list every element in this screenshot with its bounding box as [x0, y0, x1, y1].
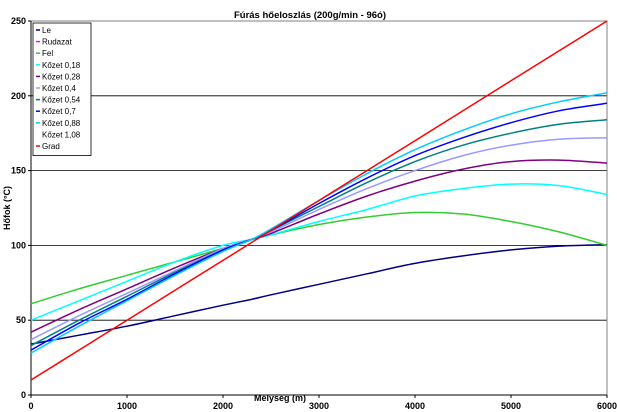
series-line-3 [30, 183, 608, 321]
legend-entry: Kőzet 0,7 [42, 107, 76, 116]
tick-labels: 0 50 100 150 200 250 0 1000 2000 3000 4000 5000 6000 [11, 16, 617, 411]
plot-frame [30, 20, 608, 396]
legend-entry: Kőzet 1,08 [42, 130, 81, 139]
legend-box [32, 22, 92, 157]
series-line-7 [30, 102, 608, 351]
y-tick-label: 50 [16, 315, 26, 325]
x-tick-label: 3000 [309, 401, 329, 411]
legend-entry: Grad [42, 142, 60, 151]
legend-entry: Le [42, 26, 51, 35]
legend: Le Rudazat Fel Kőzet 0,18 Kőzet 0,28 Kőzet 0,… [32, 22, 92, 157]
series-line-10 [30, 20, 608, 381]
series-line-0 [30, 243, 608, 345]
y-tick-label: 150 [11, 166, 26, 176]
series-line-2 [30, 211, 608, 305]
chart-title: Fúrás hőeloszlás (200g/min - 96ó) [234, 10, 386, 21]
legend-entry: Rudazat [42, 38, 73, 47]
gridlines [30, 20, 608, 396]
y-tick-label: 100 [11, 240, 26, 250]
x-tick-label: 0 [28, 401, 33, 411]
x-axis-label: Mélység (m) [254, 393, 306, 403]
legend-entry: Kőzet 0,28 [42, 72, 81, 81]
legend-entry: Kőzet 0,88 [42, 119, 81, 128]
x-tick-label: 1000 [117, 401, 137, 411]
x-tick-label: 6000 [597, 401, 617, 411]
series-line-6 [30, 118, 608, 347]
x-tick-label: 4000 [405, 401, 425, 411]
series-line-4 [30, 159, 608, 333]
y-tick-label: 0 [21, 390, 26, 400]
x-tick-label: 5000 [501, 401, 521, 411]
legend-entry: Kőzet 0,4 [42, 84, 76, 93]
x-tick-label: 2000 [213, 401, 233, 411]
series-line-5 [30, 136, 608, 341]
y-axis-label: Hőfok (°C) [2, 186, 12, 230]
legend-entry: Fel [42, 49, 53, 58]
y-tick-label: 200 [11, 91, 26, 101]
legend-entry: Kőzet 0,18 [42, 61, 81, 70]
legend-entry: Kőzet 0,54 [42, 96, 81, 105]
plot-area [30, 20, 608, 381]
y-tick-label: 250 [11, 16, 26, 26]
